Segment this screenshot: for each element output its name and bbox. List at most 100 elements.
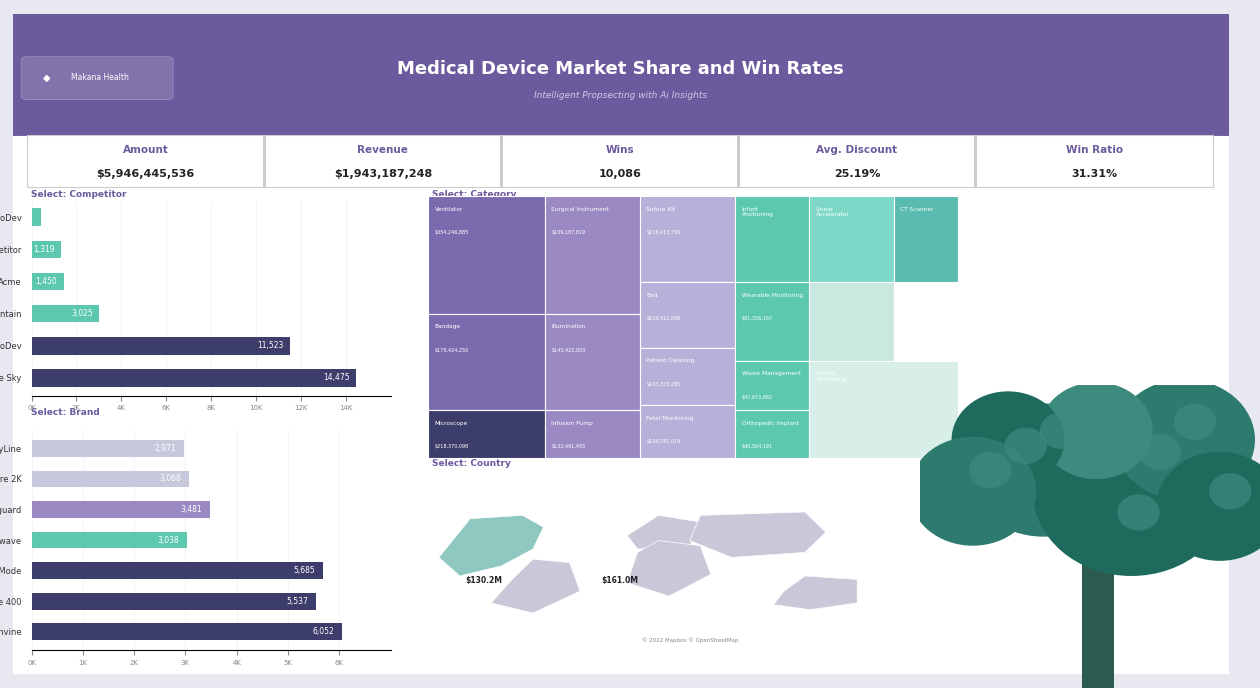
Text: Select: Brand: Select: Brand bbox=[30, 409, 100, 418]
Text: 5,537: 5,537 bbox=[286, 596, 307, 605]
Text: 10,086: 10,086 bbox=[598, 169, 641, 180]
Text: $1,943,187,248: $1,943,187,248 bbox=[334, 169, 432, 180]
Bar bbox=[263, 136, 266, 187]
Text: $109,187,819: $109,187,819 bbox=[551, 230, 585, 235]
Circle shape bbox=[910, 437, 1036, 546]
Bar bbox=[32, 208, 40, 226]
Text: 14,475: 14,475 bbox=[323, 374, 349, 383]
Text: 25.19%: 25.19% bbox=[834, 169, 881, 180]
Bar bbox=[640, 196, 736, 282]
Text: $81,356,167: $81,356,167 bbox=[742, 316, 772, 321]
Bar bbox=[544, 411, 640, 458]
Text: Infusion Pump: Infusion Pump bbox=[551, 421, 593, 426]
Circle shape bbox=[1092, 398, 1135, 433]
Circle shape bbox=[1040, 413, 1082, 449]
Text: Select: Category: Select: Category bbox=[432, 191, 517, 200]
Bar bbox=[809, 361, 958, 458]
Polygon shape bbox=[627, 541, 711, 596]
Text: 3,068: 3,068 bbox=[160, 475, 181, 484]
Bar bbox=[809, 282, 895, 361]
Polygon shape bbox=[627, 515, 701, 549]
Bar bbox=[500, 136, 503, 187]
Text: 5,685: 5,685 bbox=[294, 566, 315, 575]
Bar bbox=[736, 282, 809, 361]
Bar bbox=[428, 196, 544, 314]
Text: $218,370,098: $218,370,098 bbox=[435, 444, 469, 449]
Text: $47,673,862: $47,673,862 bbox=[742, 395, 772, 400]
Bar bbox=[32, 593, 315, 610]
Circle shape bbox=[1210, 473, 1251, 509]
Circle shape bbox=[1118, 494, 1159, 530]
Bar bbox=[1082, 543, 1114, 688]
Text: Bandage: Bandage bbox=[435, 324, 461, 329]
Text: Bed: Bed bbox=[646, 293, 658, 298]
Text: $104,781,014: $104,781,014 bbox=[646, 439, 680, 444]
Bar bbox=[544, 196, 640, 314]
Text: 2,971: 2,971 bbox=[155, 444, 176, 453]
Bar bbox=[32, 532, 188, 548]
Text: Win Ratio: Win Ratio bbox=[1066, 145, 1123, 155]
Bar bbox=[737, 136, 740, 187]
Circle shape bbox=[1033, 407, 1230, 576]
Text: Infant
Positioning: Infant Positioning bbox=[742, 206, 774, 217]
Text: $103,411,098: $103,411,098 bbox=[646, 316, 680, 321]
Bar bbox=[32, 440, 184, 457]
Text: $132,461,455: $132,461,455 bbox=[551, 444, 586, 449]
Circle shape bbox=[969, 452, 1012, 488]
Bar bbox=[736, 411, 809, 458]
FancyBboxPatch shape bbox=[21, 56, 173, 100]
Text: Amount: Amount bbox=[122, 145, 169, 155]
Text: Avg. Discount: Avg. Discount bbox=[816, 145, 897, 155]
Text: Makana Health: Makana Health bbox=[71, 74, 129, 83]
Bar bbox=[428, 314, 544, 411]
Bar bbox=[32, 369, 357, 387]
Bar bbox=[544, 314, 640, 411]
Polygon shape bbox=[774, 576, 857, 610]
Text: Intelligent Propsecting with Ai Insights: Intelligent Propsecting with Ai Insights bbox=[534, 91, 707, 100]
Text: 1,319: 1,319 bbox=[33, 245, 54, 254]
Circle shape bbox=[951, 391, 1065, 488]
Bar bbox=[640, 405, 736, 458]
Text: Revenue: Revenue bbox=[358, 145, 408, 155]
Text: © 2022 Mapbox © OpenStreetMap: © 2022 Mapbox © OpenStreetMap bbox=[641, 637, 738, 643]
Text: Wearable Monitoring: Wearable Monitoring bbox=[742, 293, 803, 298]
Bar bbox=[32, 272, 64, 290]
Polygon shape bbox=[438, 515, 543, 576]
Text: Select: Country: Select: Country bbox=[432, 459, 512, 469]
Circle shape bbox=[965, 403, 1121, 537]
Text: 3,038: 3,038 bbox=[158, 535, 180, 545]
Bar bbox=[32, 241, 60, 258]
Text: Medical Device Market Share and Win Rates: Medical Device Market Share and Win Rate… bbox=[397, 61, 844, 78]
Circle shape bbox=[1139, 433, 1181, 470]
Text: Fetal Monitoring: Fetal Monitoring bbox=[646, 416, 694, 420]
Text: $161.0M: $161.0M bbox=[601, 576, 638, 585]
Bar bbox=[736, 361, 809, 411]
Text: 31.31%: 31.31% bbox=[1071, 169, 1118, 180]
Text: Select: Competitor: Select: Competitor bbox=[30, 191, 126, 200]
Polygon shape bbox=[689, 512, 825, 557]
Text: 3,025: 3,025 bbox=[71, 309, 93, 318]
Bar bbox=[640, 347, 736, 405]
Bar bbox=[32, 305, 100, 323]
Text: Patient Cleaning: Patient Cleaning bbox=[646, 358, 694, 363]
Circle shape bbox=[1157, 452, 1260, 561]
Text: 1,450: 1,450 bbox=[35, 277, 57, 286]
Text: CT Scanner: CT Scanner bbox=[901, 206, 934, 211]
Bar bbox=[640, 282, 736, 347]
Bar bbox=[32, 501, 210, 518]
Bar bbox=[32, 337, 290, 354]
Bar bbox=[428, 411, 544, 458]
Text: Patient
Monitoring: Patient Monitoring bbox=[815, 372, 847, 382]
Text: Waste Management: Waste Management bbox=[742, 372, 800, 376]
Bar bbox=[736, 196, 809, 282]
Text: Linear
Accelerator: Linear Accelerator bbox=[815, 206, 849, 217]
Text: Suture Kit: Suture Kit bbox=[646, 206, 675, 211]
Text: $354,246,885: $354,246,885 bbox=[435, 230, 469, 235]
Circle shape bbox=[1004, 428, 1047, 464]
Bar bbox=[809, 196, 895, 282]
Text: Surgical Instrument: Surgical Instrument bbox=[551, 206, 609, 211]
Circle shape bbox=[1040, 383, 1153, 479]
Text: ◆: ◆ bbox=[43, 73, 50, 83]
Text: $130.2M: $130.2M bbox=[465, 576, 501, 585]
Bar bbox=[32, 471, 189, 487]
